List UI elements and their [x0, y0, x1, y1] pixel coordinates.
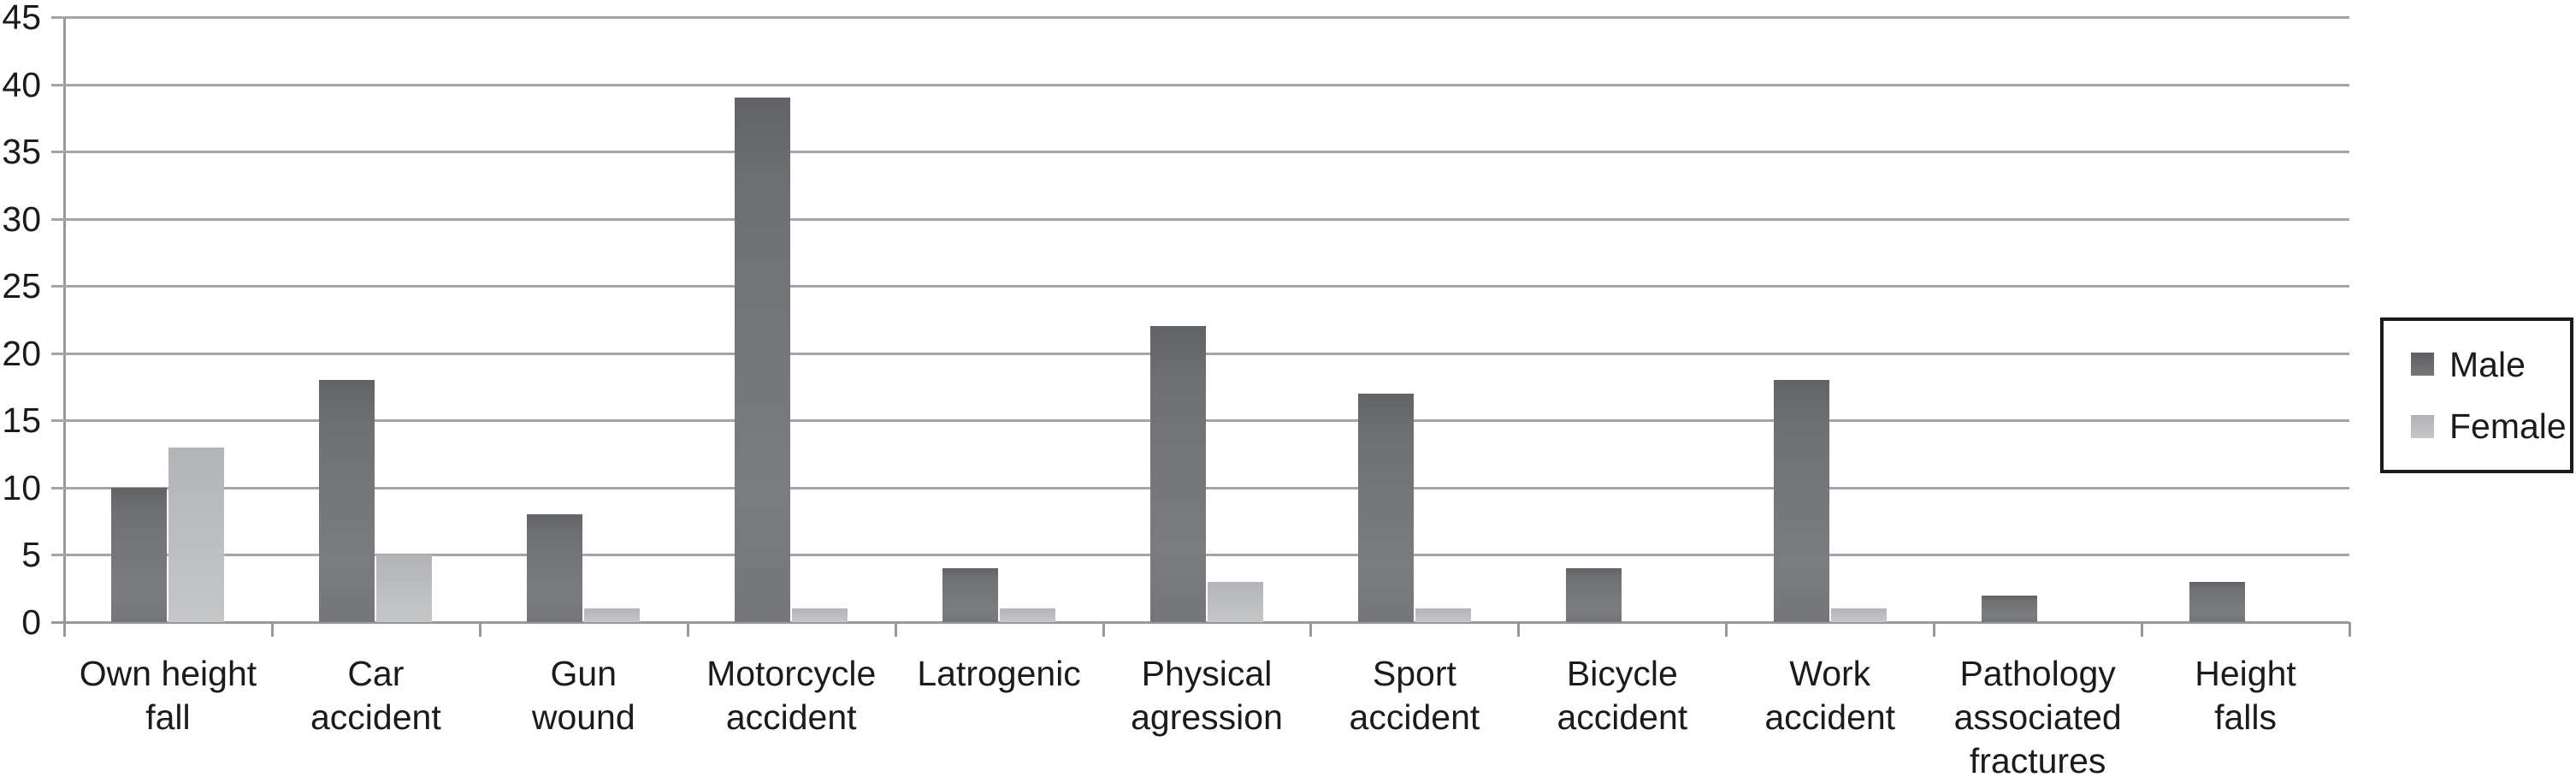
plot-area	[51, 16, 2351, 637]
legend: Male Female	[2380, 317, 2573, 473]
x-category-label-line: Pathology	[1959, 654, 2116, 693]
bar-male-6	[1150, 326, 1206, 622]
x-category-label-10: Pathology associated fractures	[1934, 652, 2142, 783]
x-axis-tick	[1517, 622, 1521, 637]
x-category-label-2: Car accident	[272, 652, 480, 739]
legend-item-female: Female	[2411, 407, 2570, 445]
male-swatch-icon	[2411, 353, 2434, 377]
gridline-40	[51, 83, 2349, 86]
x-category-label-line: falls	[2214, 697, 2277, 737]
x-category-label-line: accident	[725, 697, 857, 737]
x-category-label-line: Sport	[1372, 654, 1456, 693]
y-tick-label-0: 0	[21, 602, 41, 642]
bar-male-4	[735, 98, 791, 622]
y-tick-label-25: 25	[2, 266, 41, 306]
bar-female-5	[1000, 608, 1056, 622]
x-category-label-6: Physical agression	[1103, 652, 1311, 739]
legend-label-female: Female	[2449, 406, 2567, 447]
x-category-label-line: Motorcycle	[706, 654, 877, 693]
x-category-label-line: Latrogenic	[917, 654, 1081, 693]
bar-male-1	[111, 487, 168, 622]
x-category-label-line: accident	[1349, 697, 1480, 737]
legend-label-male: Male	[2449, 344, 2526, 384]
x-axis-tick	[1309, 622, 1313, 637]
x-category-label-line: wound	[531, 697, 635, 737]
y-tick-label-10: 10	[2, 467, 41, 507]
x-category-label-line: accident	[310, 697, 441, 737]
x-category-label-line: Own height	[79, 654, 257, 693]
bar-female-6	[1208, 581, 1263, 622]
bar-male-11	[2189, 581, 2245, 622]
x-category-label-line: Physical	[1141, 654, 1273, 693]
x-axis-tick	[478, 622, 482, 637]
y-tick-label-5: 5	[21, 535, 41, 575]
x-category-label-line: agression	[1131, 697, 1283, 737]
y-axis-tick-labels: 0 5 10 15 20 25 30 35 40 45	[0, 0, 51, 641]
bar-female-3	[584, 608, 641, 622]
x-axis-tick	[2349, 622, 2351, 637]
bar-male-9	[1773, 380, 1829, 622]
x-axis-tick	[894, 622, 897, 637]
bar-male-5	[942, 568, 999, 622]
x-axis-tick	[2141, 622, 2144, 637]
x-axis-tick	[1933, 622, 1936, 637]
gridline-30	[51, 217, 2349, 221]
bar-female-2	[376, 555, 433, 622]
x-axis-tick	[686, 622, 689, 637]
legend-item-male: Male	[2411, 346, 2570, 383]
x-axis-tick	[270, 622, 274, 637]
bar-male-8	[1565, 568, 1622, 622]
x-axis-tick	[1725, 622, 1728, 637]
gridline-25	[51, 285, 2349, 288]
bar-male-3	[527, 514, 583, 622]
bar-male-7	[1357, 393, 1414, 622]
bar-female-1	[168, 447, 225, 622]
x-category-label-line: Car	[347, 654, 405, 693]
y-axis-line	[63, 17, 66, 636]
x-category-label-line: Bicycle	[1566, 654, 1678, 693]
x-category-label-7: Sport accident	[1310, 652, 1518, 739]
x-category-label-line: Height	[2195, 654, 2296, 693]
bar-female-4	[792, 608, 848, 622]
x-category-label-11: Height falls	[2142, 652, 2349, 739]
x-category-label-3: Gun wound	[480, 652, 688, 739]
x-axis-tick	[63, 622, 66, 637]
x-category-label-8: Bicycle accident	[1518, 652, 1726, 739]
bar-female-9	[1830, 608, 1887, 622]
gridline-35	[51, 151, 2349, 154]
y-tick-label-20: 20	[2, 333, 41, 373]
x-category-label-line: Work	[1789, 654, 1871, 693]
x-category-label-9: Work accident	[1726, 652, 1934, 739]
x-category-label-line: associated	[1953, 697, 2122, 737]
female-swatch-icon	[2411, 414, 2434, 438]
bar-male-10	[1981, 595, 2037, 622]
y-tick-label-45: 45	[2, 0, 41, 37]
x-category-label-line: fall	[145, 697, 191, 737]
x-category-label-line: fractures	[1969, 741, 2106, 780]
y-tick-label-40: 40	[2, 64, 41, 104]
y-tick-label-35: 35	[2, 132, 41, 172]
y-tick-label-30: 30	[2, 199, 41, 239]
x-category-label-line: Gun	[550, 654, 617, 693]
gridline-45	[51, 16, 2349, 19]
x-category-label-line: accident	[1557, 697, 1688, 737]
bar-female-7	[1415, 608, 1471, 622]
y-tick-label-15: 15	[2, 400, 41, 441]
x-axis-tick	[1102, 622, 1105, 637]
x-category-label-line: accident	[1764, 697, 1896, 737]
x-category-label-5: Latrogenic	[895, 652, 1103, 696]
x-axis-line	[51, 621, 2349, 624]
bar-male-2	[319, 380, 375, 622]
x-category-label-1: Own height fall	[64, 652, 272, 739]
x-category-label-4: Motorcycle accident	[688, 652, 895, 739]
